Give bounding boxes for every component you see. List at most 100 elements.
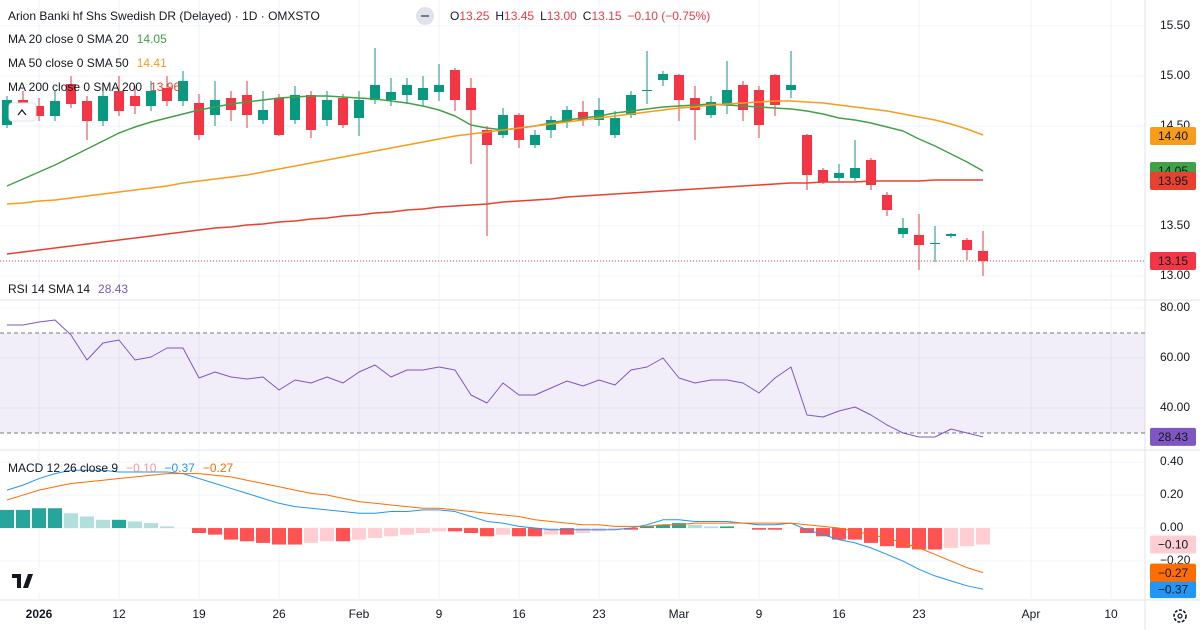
price-badge-label: 28.43 xyxy=(1158,430,1188,444)
histogram-bar xyxy=(80,516,94,529)
x-tick-label: 9 xyxy=(436,607,443,621)
histogram-bar xyxy=(976,528,990,545)
candle-body xyxy=(450,70,460,100)
histogram-bar xyxy=(16,509,30,529)
histogram-bar xyxy=(304,528,318,543)
price-change: −0.10 (−0.75%) xyxy=(628,9,711,23)
candle-body xyxy=(530,135,540,145)
price-badge xyxy=(1150,535,1196,554)
settings-gear[interactable] xyxy=(1173,609,1187,623)
histogram-bar xyxy=(224,528,238,540)
candle-body xyxy=(178,81,188,101)
histogram-bar xyxy=(464,528,478,534)
ohlc-key: C xyxy=(583,9,592,23)
rsi-line xyxy=(7,319,984,438)
logo-badge[interactable] xyxy=(8,566,40,594)
candle-body xyxy=(146,91,156,106)
candle-body xyxy=(818,170,828,182)
candle-body xyxy=(162,88,172,101)
histogram-bar xyxy=(112,519,126,529)
candle-body xyxy=(114,91,124,111)
histogram-bar xyxy=(640,526,654,529)
histogram-bar xyxy=(368,528,382,538)
histogram-bar xyxy=(880,528,894,547)
x-tick-label: 9 xyxy=(756,607,763,621)
legend-item: MA 200 close 0 SMA 200 xyxy=(8,80,142,94)
histogram-bar xyxy=(352,528,366,540)
macd-line xyxy=(6,469,984,590)
price-badge xyxy=(1150,427,1196,446)
x-tick-label: 2026 xyxy=(26,607,53,621)
legend: MA 50 close 0 SMA 50 14.41 xyxy=(8,56,167,70)
collapse-icon xyxy=(17,109,27,116)
histogram-bar xyxy=(320,528,334,542)
x-tick-label: 16 xyxy=(512,607,526,621)
candle-body xyxy=(130,96,140,106)
y-tick-label: 0.40 xyxy=(1160,454,1184,468)
ohlc-value: 13.45 xyxy=(504,9,534,23)
candle-body xyxy=(658,74,668,80)
candle-body xyxy=(242,95,252,115)
y-tick-label: 80.00 xyxy=(1160,300,1190,314)
legend-item: MA 20 close 0 SMA 20 xyxy=(8,32,129,46)
candle-body xyxy=(706,102,716,115)
legend: MACD 12 26 close 9 −0.10 −0.37 −0.27 xyxy=(8,461,234,475)
histogram-bar xyxy=(752,528,766,530)
x-tick-label: 23 xyxy=(592,607,606,621)
candle-body xyxy=(610,118,620,135)
histogram-bar xyxy=(608,528,622,530)
candle-body xyxy=(306,95,316,130)
logo-icon xyxy=(12,574,33,588)
histogram-bar xyxy=(160,526,174,529)
histogram-bar xyxy=(496,528,510,535)
moving-average-line xyxy=(6,179,983,255)
y-tick-label: 0.20 xyxy=(1160,487,1184,501)
candle-body xyxy=(866,160,876,185)
candle-body xyxy=(882,195,892,210)
candle-body xyxy=(770,75,780,105)
macd-line xyxy=(6,473,984,574)
candle-body xyxy=(498,115,508,135)
histogram-bar xyxy=(704,526,718,529)
price-badge-label: −0.37 xyxy=(1158,582,1189,596)
candle-body xyxy=(578,112,588,120)
collapse-button[interactable] xyxy=(8,102,37,122)
histogram-bar xyxy=(832,528,846,540)
histogram-bar xyxy=(512,528,526,537)
histogram-bar xyxy=(240,528,254,542)
price-badge xyxy=(1150,563,1196,582)
candle-body xyxy=(418,88,428,100)
histogram-bar xyxy=(528,528,542,537)
price-badge-label: 14.40 xyxy=(1158,129,1188,143)
candle-body xyxy=(82,101,92,121)
x-tick-label: 19 xyxy=(192,607,206,621)
histogram-bar xyxy=(688,524,702,529)
candle-body xyxy=(962,240,972,250)
price-badge xyxy=(1150,580,1196,599)
y-tick-label: 60.00 xyxy=(1160,350,1190,364)
candle-body xyxy=(642,90,652,91)
candle-body xyxy=(258,110,268,120)
histogram-bar xyxy=(128,521,142,529)
price-badge-label: 13.95 xyxy=(1158,174,1188,188)
candle-body xyxy=(834,173,844,178)
candle-body xyxy=(594,110,604,120)
histogram-bar xyxy=(480,528,494,537)
histogram-bar xyxy=(800,528,814,534)
histogram-bar xyxy=(816,528,830,537)
candle-body xyxy=(50,101,60,116)
candle-body xyxy=(98,96,108,121)
candle-body xyxy=(626,95,636,115)
histogram-bar xyxy=(448,528,462,532)
candle-body xyxy=(274,98,284,135)
candle-body xyxy=(546,120,556,130)
ohlc-value: 13.00 xyxy=(547,9,577,23)
y-tick-label: 13.00 xyxy=(1160,268,1190,282)
y-tick-label: 40.00 xyxy=(1160,400,1190,414)
x-tick-label: 10 xyxy=(1104,607,1118,621)
histogram-bar xyxy=(656,524,670,529)
candle-body xyxy=(690,98,700,110)
candle-body xyxy=(738,85,748,110)
